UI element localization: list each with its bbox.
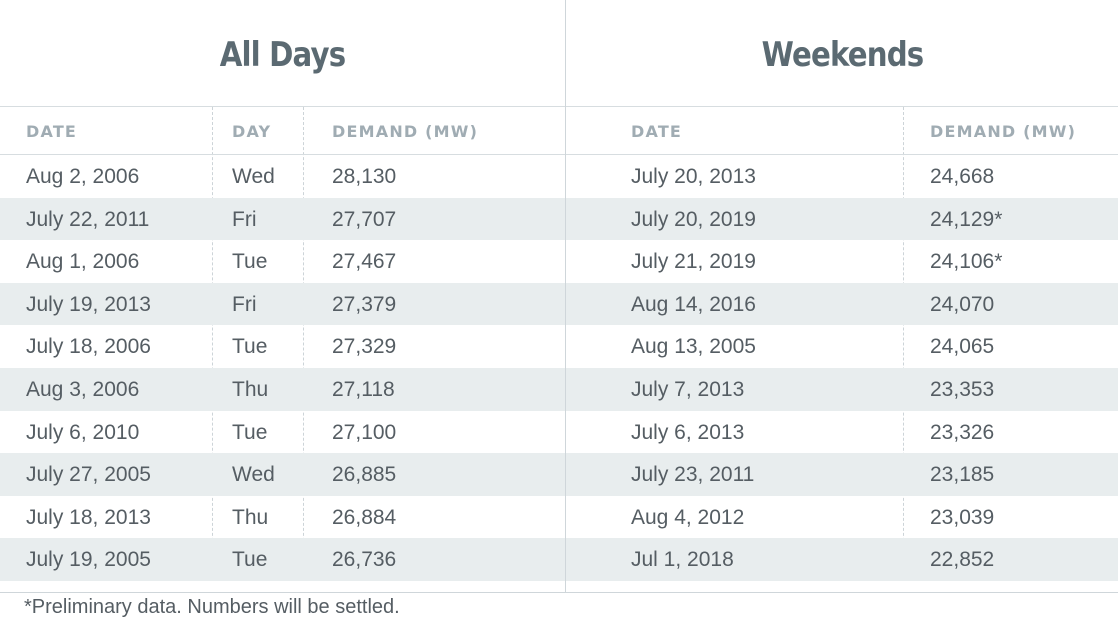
cell-demand: 23,353 bbox=[930, 377, 995, 401]
weekends-body: July 20, 2013 24,668 July 20, 2019 24,129* J… bbox=[566, 155, 1118, 581]
cell-date: Jul 1, 2018 bbox=[631, 548, 734, 572]
cell-date: July 7, 2013 bbox=[631, 377, 745, 401]
table-row: Aug 13, 2005 24,065 bbox=[566, 325, 1118, 368]
cell-date: July 20, 2019 bbox=[631, 207, 756, 231]
table-row: July 19, 2013 Fri 27,379 bbox=[0, 282, 565, 326]
table-row: July 6, 2010 Tue 27,100 bbox=[0, 411, 565, 454]
all-days-section: All Days DATE DAY DEMAND (MW) Aug 2, 200… bbox=[0, 0, 565, 592]
cell-date: July 22, 2011 bbox=[26, 207, 150, 231]
cell-demand: 28,130 bbox=[332, 165, 397, 188]
cell-demand: 23,185 bbox=[930, 463, 995, 487]
header-date: DATE bbox=[631, 122, 683, 141]
cell-date: Aug 14, 2016 bbox=[631, 292, 756, 316]
table-row: Aug 14, 2016 24,070 bbox=[566, 282, 1118, 326]
table-row: Aug 1, 2006 Tue 27,467 bbox=[0, 240, 565, 283]
weekends-table: DATE DEMAND (MW) July 20, 2013 24,668 July… bbox=[566, 106, 1118, 581]
all-days-title: All Days bbox=[219, 35, 346, 75]
cell-date: July 19, 2005 bbox=[26, 548, 151, 572]
table-row: July 27, 2005 Wed 26,885 bbox=[0, 453, 565, 496]
table-row: Jul 1, 2018 22,852 bbox=[566, 538, 1118, 581]
cell-demand: 26,736 bbox=[332, 548, 397, 572]
cell-date: Aug 13, 2005 bbox=[631, 335, 756, 359]
cell-demand: 26,885 bbox=[332, 463, 397, 487]
bottom-rule bbox=[0, 592, 1118, 593]
table-row: Aug 4, 2012 23,039 bbox=[566, 496, 1118, 539]
cell-day: Thu bbox=[232, 505, 269, 529]
table-row: July 20, 2013 24,668 bbox=[566, 155, 1118, 198]
cell-day: Fri bbox=[232, 207, 257, 231]
cell-demand: 24,106* bbox=[930, 250, 1003, 274]
all-days-body: Aug 2, 2006 Wed 28,130 July 22, 2011 Fri 27,7… bbox=[0, 155, 565, 581]
weekends-section: Weekends DATE DEMAND (MW) July 20, 2013 2… bbox=[565, 0, 1118, 592]
footnote: *Preliminary data. Numbers will be settl… bbox=[24, 596, 400, 618]
cell-day: Tue bbox=[232, 335, 268, 359]
cell-day: Tue bbox=[232, 548, 268, 572]
table-row: Aug 2, 2006 Wed 28,130 bbox=[0, 155, 565, 198]
column-divider bbox=[303, 107, 304, 581]
cell-date: July 18, 2006 bbox=[26, 335, 151, 359]
cell-day: Tue bbox=[232, 420, 268, 444]
header-demand: DEMAND (MW) bbox=[930, 122, 1077, 141]
cell-demand: 27,467 bbox=[332, 250, 397, 274]
cell-date: July 19, 2013 bbox=[26, 292, 151, 316]
column-divider bbox=[903, 107, 904, 581]
cell-demand: 23,326 bbox=[930, 420, 995, 444]
cell-date: July 6, 2010 bbox=[26, 420, 140, 444]
cell-date: July 18, 2013 bbox=[26, 505, 151, 529]
cell-demand: 24,070 bbox=[930, 292, 995, 316]
weekends-title: Weekends bbox=[761, 35, 924, 75]
cell-date: Aug 3, 2006 bbox=[26, 377, 140, 401]
cell-date: July 20, 2013 bbox=[631, 165, 756, 188]
table-row: July 22, 2011 Fri 27,707 bbox=[0, 197, 565, 241]
cell-demand: 27,329 bbox=[332, 335, 397, 359]
cell-demand: 26,884 bbox=[332, 505, 397, 529]
cell-date: July 21, 2019 bbox=[631, 250, 756, 274]
table-row: July 21, 2019 24,106* bbox=[566, 240, 1118, 283]
cell-date: Aug 2, 2006 bbox=[26, 165, 140, 188]
cell-demand: 27,379 bbox=[332, 292, 397, 316]
all-days-table: DATE DAY DEMAND (MW) Aug 2, 2006 Wed 28,13… bbox=[0, 106, 565, 581]
cell-demand: 24,129* bbox=[930, 207, 1003, 231]
table-row: July 6, 2013 23,326 bbox=[566, 411, 1118, 454]
header-date: DATE bbox=[26, 122, 78, 141]
cell-day: Thu bbox=[232, 377, 269, 401]
cell-day: Fri bbox=[232, 292, 257, 316]
column-divider bbox=[212, 107, 213, 581]
cell-demand: 24,065 bbox=[930, 335, 995, 359]
cell-date: July 27, 2005 bbox=[26, 463, 151, 487]
table-row: Aug 3, 2006 Thu 27,118 bbox=[0, 367, 565, 411]
cell-demand: 27,118 bbox=[332, 377, 395, 401]
cell-demand: 27,707 bbox=[332, 207, 397, 231]
header-demand: DEMAND (MW) bbox=[332, 122, 479, 141]
weekends-header-row: DATE DEMAND (MW) bbox=[566, 107, 1118, 155]
cell-date: July 23, 2011 bbox=[631, 463, 755, 487]
table-row: July 23, 2011 23,185 bbox=[566, 453, 1118, 496]
cell-date: July 6, 2013 bbox=[631, 420, 745, 444]
cell-demand: 24,668 bbox=[930, 165, 995, 188]
table-row: July 19, 2005 Tue 26,736 bbox=[0, 538, 565, 581]
cell-demand: 22,852 bbox=[930, 548, 995, 572]
table-row: July 7, 2013 23,353 bbox=[566, 367, 1118, 411]
cell-date: Aug 1, 2006 bbox=[26, 250, 140, 274]
all-days-header-row: DATE DAY DEMAND (MW) bbox=[0, 107, 565, 155]
header-day: DAY bbox=[232, 122, 272, 141]
cell-demand: 27,100 bbox=[332, 420, 397, 444]
table-row: July 20, 2019 24,129* bbox=[566, 197, 1118, 241]
cell-day: Wed bbox=[232, 165, 275, 188]
cell-demand: 23,039 bbox=[930, 505, 995, 529]
table-row: July 18, 2013 Thu 26,884 bbox=[0, 496, 565, 539]
cell-day: Tue bbox=[232, 250, 268, 274]
table-row: July 18, 2006 Tue 27,329 bbox=[0, 325, 565, 368]
cell-day: Wed bbox=[232, 463, 275, 487]
cell-date: Aug 4, 2012 bbox=[631, 505, 745, 529]
